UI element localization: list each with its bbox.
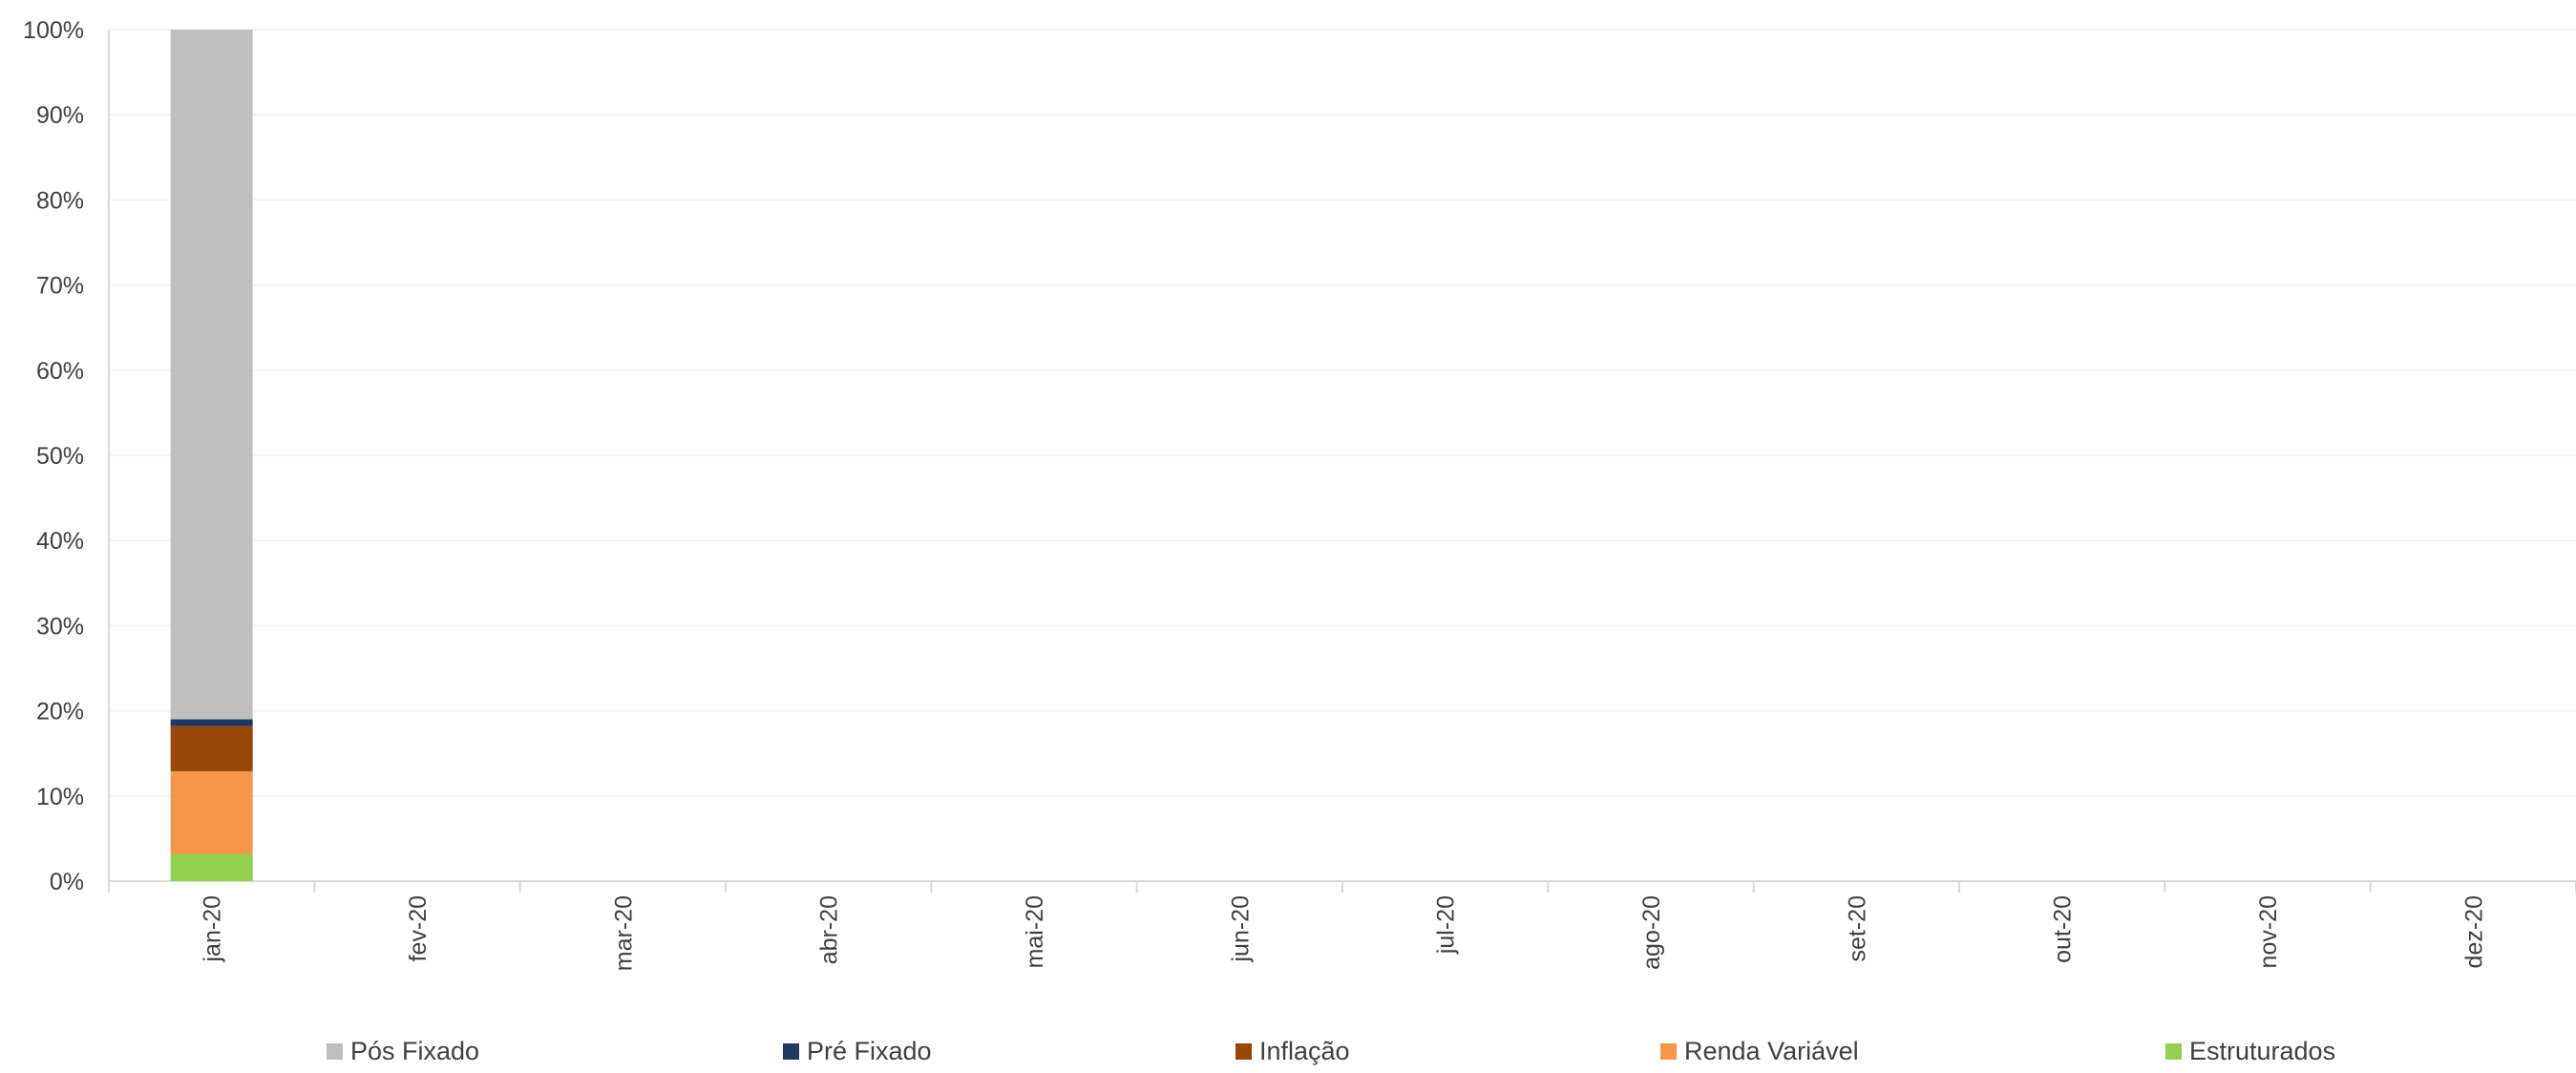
legend-label: Inflação (1259, 1037, 1350, 1065)
y-axis-ticks: 0% 10% 20% 30% 40% 50% 60% 70% 80% 90% 100% (23, 17, 84, 895)
legend-swatch (1235, 1043, 1252, 1060)
legend-item: Pré Fixado (783, 1037, 932, 1066)
bar-segment (170, 726, 253, 771)
legend-item: Renda Variável (1660, 1037, 1859, 1066)
legend-label: Pós Fixado (350, 1037, 480, 1065)
y-tick-label: 30% (36, 613, 84, 640)
legend-item: Pós Fixado (327, 1037, 479, 1066)
legend-swatch (1660, 1043, 1677, 1060)
legend-label: Pré Fixado (807, 1037, 932, 1065)
x-axis (108, 30, 2576, 893)
legend-label: Renda Variável (1684, 1037, 1859, 1065)
bar-segment (170, 719, 253, 726)
x-tick-label: ago-20 (1638, 895, 1665, 970)
x-tick-label: dez-20 (2460, 895, 2487, 968)
x-tick-label: nov-20 (2255, 895, 2282, 968)
legend-swatch (2165, 1043, 2182, 1060)
y-tick-label: 40% (36, 528, 84, 555)
legend-item: Inflação (1235, 1037, 1350, 1066)
x-tick-label: mai-20 (1022, 895, 1048, 968)
legend: Pós Fixado Pré Fixado Inflação Renda Variáv… (0, 1037, 2576, 1073)
bars (170, 30, 253, 881)
x-tick-label: mar-20 (610, 895, 637, 971)
gridlines (109, 29, 2576, 797)
legend-swatch (783, 1043, 799, 1060)
x-tick-label: fev-20 (405, 895, 432, 961)
x-tick-label: jun-20 (1227, 895, 1254, 963)
y-tick-label: 70% (36, 273, 84, 300)
y-tick-label: 50% (36, 443, 84, 470)
y-tick-label: 60% (36, 358, 84, 385)
bar-segment (170, 770, 253, 854)
x-axis-ticks: jan-20 fev-20 mar-20 abr-20 mai-20 jun-20 jul-… (200, 895, 2488, 971)
bar-segment (170, 853, 253, 881)
y-tick-label: 10% (36, 784, 84, 810)
x-tick-label: out-20 (2050, 895, 2077, 963)
legend-label: Estruturados (2189, 1037, 2336, 1065)
legend-swatch (327, 1043, 343, 1060)
y-tick-label: 100% (23, 17, 84, 44)
y-tick-label: 90% (36, 102, 84, 129)
y-tick-label: 0% (50, 869, 84, 895)
x-tick-label: jul-20 (1433, 895, 1460, 955)
x-tick-label: set-20 (1844, 895, 1870, 961)
legend-item: Estruturados (2165, 1037, 2335, 1066)
x-tick-label: jan-20 (200, 895, 226, 963)
bar-segment (170, 30, 253, 720)
y-tick-label: 20% (36, 699, 84, 726)
y-tick-label: 80% (36, 187, 84, 214)
x-tick-label: abr-20 (816, 895, 843, 964)
